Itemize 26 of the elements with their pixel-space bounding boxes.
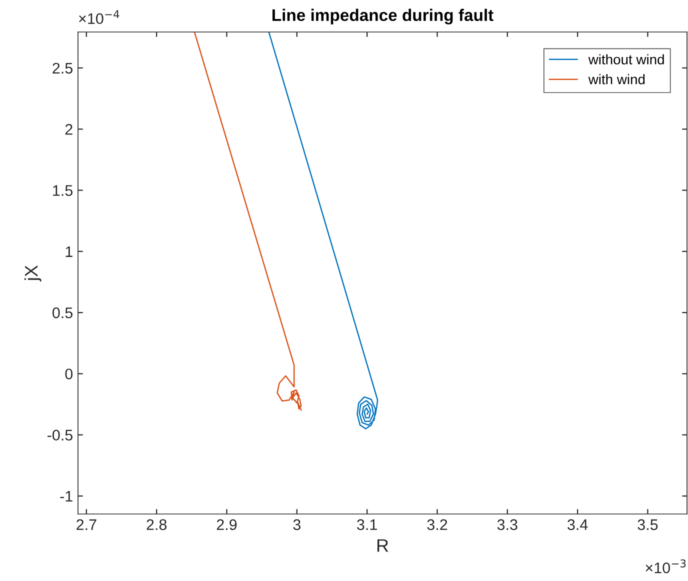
y-tick-label: 1.5: [53, 185, 72, 196]
text: ×10$^{−3}$: [646, 559, 686, 574]
y-axis-title: jX: [24, 265, 42, 282]
x-tick-label: 2.8: [146, 519, 167, 530]
x-tick-label: 2.9: [216, 519, 237, 530]
x-tick-label: 3.5: [638, 519, 658, 530]
y-tick-label: -0.5: [47, 430, 72, 441]
y-tick-label: -1: [60, 491, 72, 502]
x-tick-label: 3.4: [568, 519, 588, 530]
x-tick-label: 2.7: [76, 519, 96, 530]
line-series: [268, 32, 378, 430]
x-tick-label: 3.3: [497, 519, 518, 530]
chart-title: Line impedance during fault: [272, 8, 494, 24]
x-tick-label: 3: [293, 519, 300, 530]
line-series: [194, 32, 302, 411]
x-tick-label: 3.2: [427, 519, 448, 530]
y-tick-label: 1: [66, 246, 72, 257]
legend-label: without wind: [588, 54, 664, 64]
y-tick-label: 0: [65, 368, 73, 380]
x-tick-label: 3.1: [357, 519, 377, 530]
text: ×10$^{−4}$: [79, 10, 120, 24]
legend-label: with wind: [588, 74, 645, 84]
y-tick-label: 2: [65, 124, 72, 135]
x-axis-title: R: [377, 539, 388, 552]
y-tick-label: 2.5: [52, 62, 72, 74]
y-tick-label: 0.5: [52, 307, 72, 318]
